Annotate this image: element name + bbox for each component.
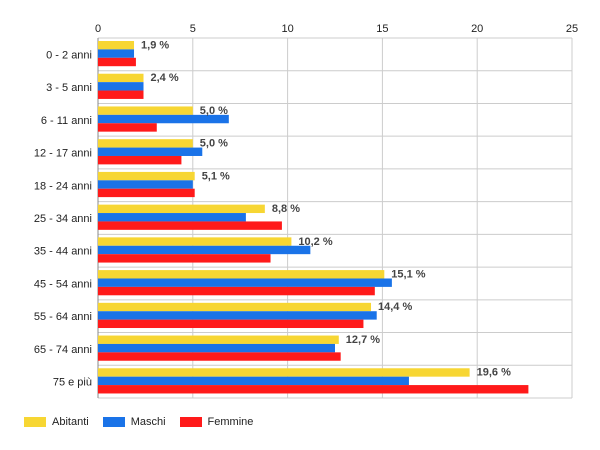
data-label: 5,1 % bbox=[202, 170, 230, 182]
x-tick-label: 15 bbox=[376, 23, 388, 35]
data-label: 8,8 % bbox=[272, 203, 300, 215]
category-label: 45 - 54 anni bbox=[34, 278, 92, 290]
category-label: 0 - 2 anni bbox=[46, 49, 92, 61]
bar-femmine bbox=[98, 254, 271, 263]
x-tick-label: 25 bbox=[566, 23, 578, 35]
bar-maschi bbox=[98, 114, 229, 124]
category-label: 25 - 34 anni bbox=[34, 213, 92, 225]
bar-maschi bbox=[98, 49, 135, 58]
legend-item-femmine[interactable]: Femmine bbox=[179, 416, 254, 428]
bar-maschi bbox=[98, 311, 377, 320]
legend-label-maschi: Maschi bbox=[130, 416, 166, 428]
legend-item-abitanti[interactable]: Abitanti bbox=[24, 416, 89, 428]
bar-abitanti bbox=[98, 237, 292, 246]
bar-maschi bbox=[98, 147, 203, 156]
x-tick-label: 0 bbox=[95, 23, 101, 35]
bar-femmine bbox=[98, 188, 195, 198]
bar-maschi bbox=[98, 82, 144, 91]
bar-maschi bbox=[98, 343, 335, 353]
data-label: 1,9 % bbox=[141, 39, 169, 51]
x-tick-label: 10 bbox=[281, 23, 293, 35]
legend-label-femmine: Femmine bbox=[207, 416, 254, 428]
bar-abitanti bbox=[98, 368, 470, 377]
bar-femmine bbox=[98, 123, 157, 132]
bar-femmine bbox=[98, 352, 341, 361]
data-labels: 1,9 % 2,4 % 5,0 % 5,0 % 5,1 % 8,8 % 10,2 % 15,1… bbox=[141, 39, 511, 378]
data-label: 14,4 % bbox=[378, 301, 412, 313]
x-axis-ticks: 0 5 10 15 20 25 bbox=[95, 23, 578, 35]
data-label: 19,6 % bbox=[477, 367, 511, 379]
legend-swatch-maschi bbox=[102, 417, 125, 427]
bar-maschi bbox=[98, 245, 311, 255]
bar-maschi bbox=[98, 180, 193, 189]
bar-abitanti bbox=[98, 270, 385, 279]
category-label: 12 - 17 anni bbox=[34, 148, 92, 160]
category-label: 35 - 44 anni bbox=[34, 246, 92, 258]
data-label: 2,4 % bbox=[151, 72, 179, 84]
category-label: 75 e più bbox=[53, 377, 92, 389]
bar-abitanti bbox=[98, 204, 265, 214]
legend-label-abitanti: Abitanti bbox=[52, 416, 89, 428]
bar-abitanti bbox=[98, 73, 144, 83]
bars bbox=[98, 41, 529, 394]
bar-femmine bbox=[98, 286, 375, 296]
bar-femmine bbox=[98, 221, 282, 230]
bar-abitanti bbox=[98, 302, 372, 312]
bar-maschi bbox=[98, 213, 246, 222]
category-labels: 0 - 2 anni 3 - 5 anni 6 - 11 anni 12 - 17 a… bbox=[34, 49, 92, 388]
bar-abitanti bbox=[98, 106, 193, 115]
bar-maschi bbox=[98, 376, 409, 386]
data-label: 5,0 % bbox=[200, 138, 228, 150]
data-label: 15,1 % bbox=[391, 268, 425, 280]
x-tick-label: 5 bbox=[190, 23, 196, 35]
bar-abitanti bbox=[98, 139, 193, 148]
legend-swatch-femmine bbox=[179, 417, 202, 427]
category-label: 65 - 74 anni bbox=[34, 344, 92, 356]
gridlines bbox=[97, 37, 573, 399]
bar-femmine bbox=[98, 385, 529, 394]
bar-abitanti bbox=[98, 335, 339, 344]
category-label: 55 - 64 anni bbox=[34, 311, 92, 323]
category-label: 6 - 11 anni bbox=[41, 115, 92, 127]
x-tick-label: 20 bbox=[471, 23, 483, 35]
bar-femmine bbox=[98, 57, 136, 67]
legend: Abitanti Maschi Femmine bbox=[24, 416, 253, 428]
bar-abitanti bbox=[98, 171, 195, 181]
data-label: 5,0 % bbox=[200, 105, 228, 117]
category-label: 3 - 5 anni bbox=[46, 82, 92, 94]
legend-item-maschi[interactable]: Maschi bbox=[102, 416, 166, 428]
bar-abitanti bbox=[98, 41, 135, 50]
bar-femmine bbox=[98, 319, 364, 329]
category-label: 18 - 24 anni bbox=[34, 180, 92, 192]
data-label: 10,2 % bbox=[298, 236, 332, 248]
bar-femmine bbox=[98, 155, 182, 165]
legend-swatch-abitanti bbox=[24, 417, 46, 427]
bar-maschi bbox=[98, 278, 392, 287]
bar-femmine bbox=[98, 90, 144, 99]
data-label: 12,7 % bbox=[346, 334, 380, 346]
